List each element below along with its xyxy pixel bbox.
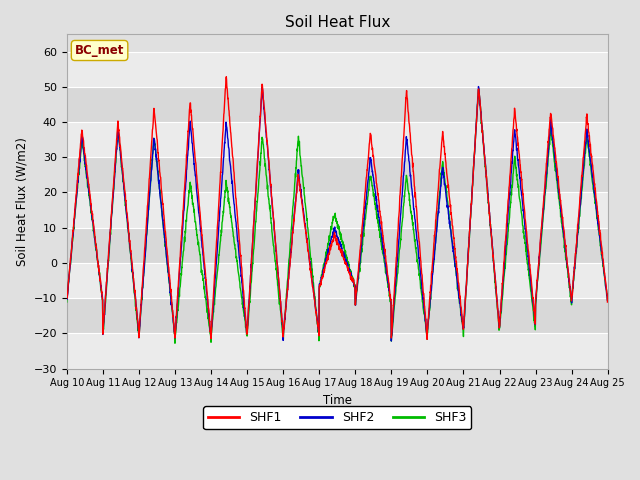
SHF3 [556, 205, 564, 211]
SHF2 [604, 298, 611, 303]
Bar [67, 51, 608, 87]
SHF1 [214, 222, 221, 228]
Bar [67, 192, 608, 228]
SHF2 [495, 315, 502, 321]
SHF3 [495, 318, 502, 324]
SHF3 [572, 261, 579, 266]
SHF2 [556, 197, 564, 203]
Text: BC_met: BC_met [75, 44, 124, 57]
SHF3 [604, 297, 611, 302]
SHF2 [387, 338, 395, 344]
SHF1 [223, 74, 230, 80]
Bar [67, 228, 608, 263]
Bar [67, 122, 608, 157]
SHF2 [353, 290, 360, 296]
SHF2 [572, 260, 579, 265]
SHF3 [475, 86, 483, 92]
SHF1 [423, 336, 431, 342]
SHF3 [63, 299, 70, 305]
Line: SHF2: SHF2 [67, 86, 607, 341]
SHF1 [604, 299, 611, 305]
Bar [67, 87, 608, 122]
SHF3 [365, 187, 372, 192]
Bar [67, 263, 608, 298]
SHF2 [475, 84, 483, 89]
SHF2 [63, 293, 70, 299]
Bar [67, 333, 608, 369]
X-axis label: Time: Time [323, 394, 352, 407]
SHF1 [353, 285, 360, 291]
Line: SHF1: SHF1 [67, 77, 607, 339]
SHF1 [495, 318, 502, 324]
SHF1 [63, 295, 70, 301]
SHF1 [572, 254, 579, 260]
SHF1 [556, 196, 564, 202]
Bar [67, 157, 608, 192]
SHF3 [353, 286, 360, 291]
Line: SHF3: SHF3 [67, 89, 607, 343]
SHF1 [365, 152, 372, 158]
SHF2 [214, 241, 221, 247]
Legend: SHF1, SHF2, SHF3: SHF1, SHF2, SHF3 [203, 406, 472, 429]
SHF3 [214, 265, 221, 271]
Y-axis label: Soil Heat Flux (W/m2): Soil Heat Flux (W/m2) [15, 137, 28, 265]
SHF3 [171, 340, 179, 346]
Title: Soil Heat Flux: Soil Heat Flux [285, 15, 390, 30]
SHF2 [364, 177, 372, 182]
Bar [67, 298, 608, 333]
